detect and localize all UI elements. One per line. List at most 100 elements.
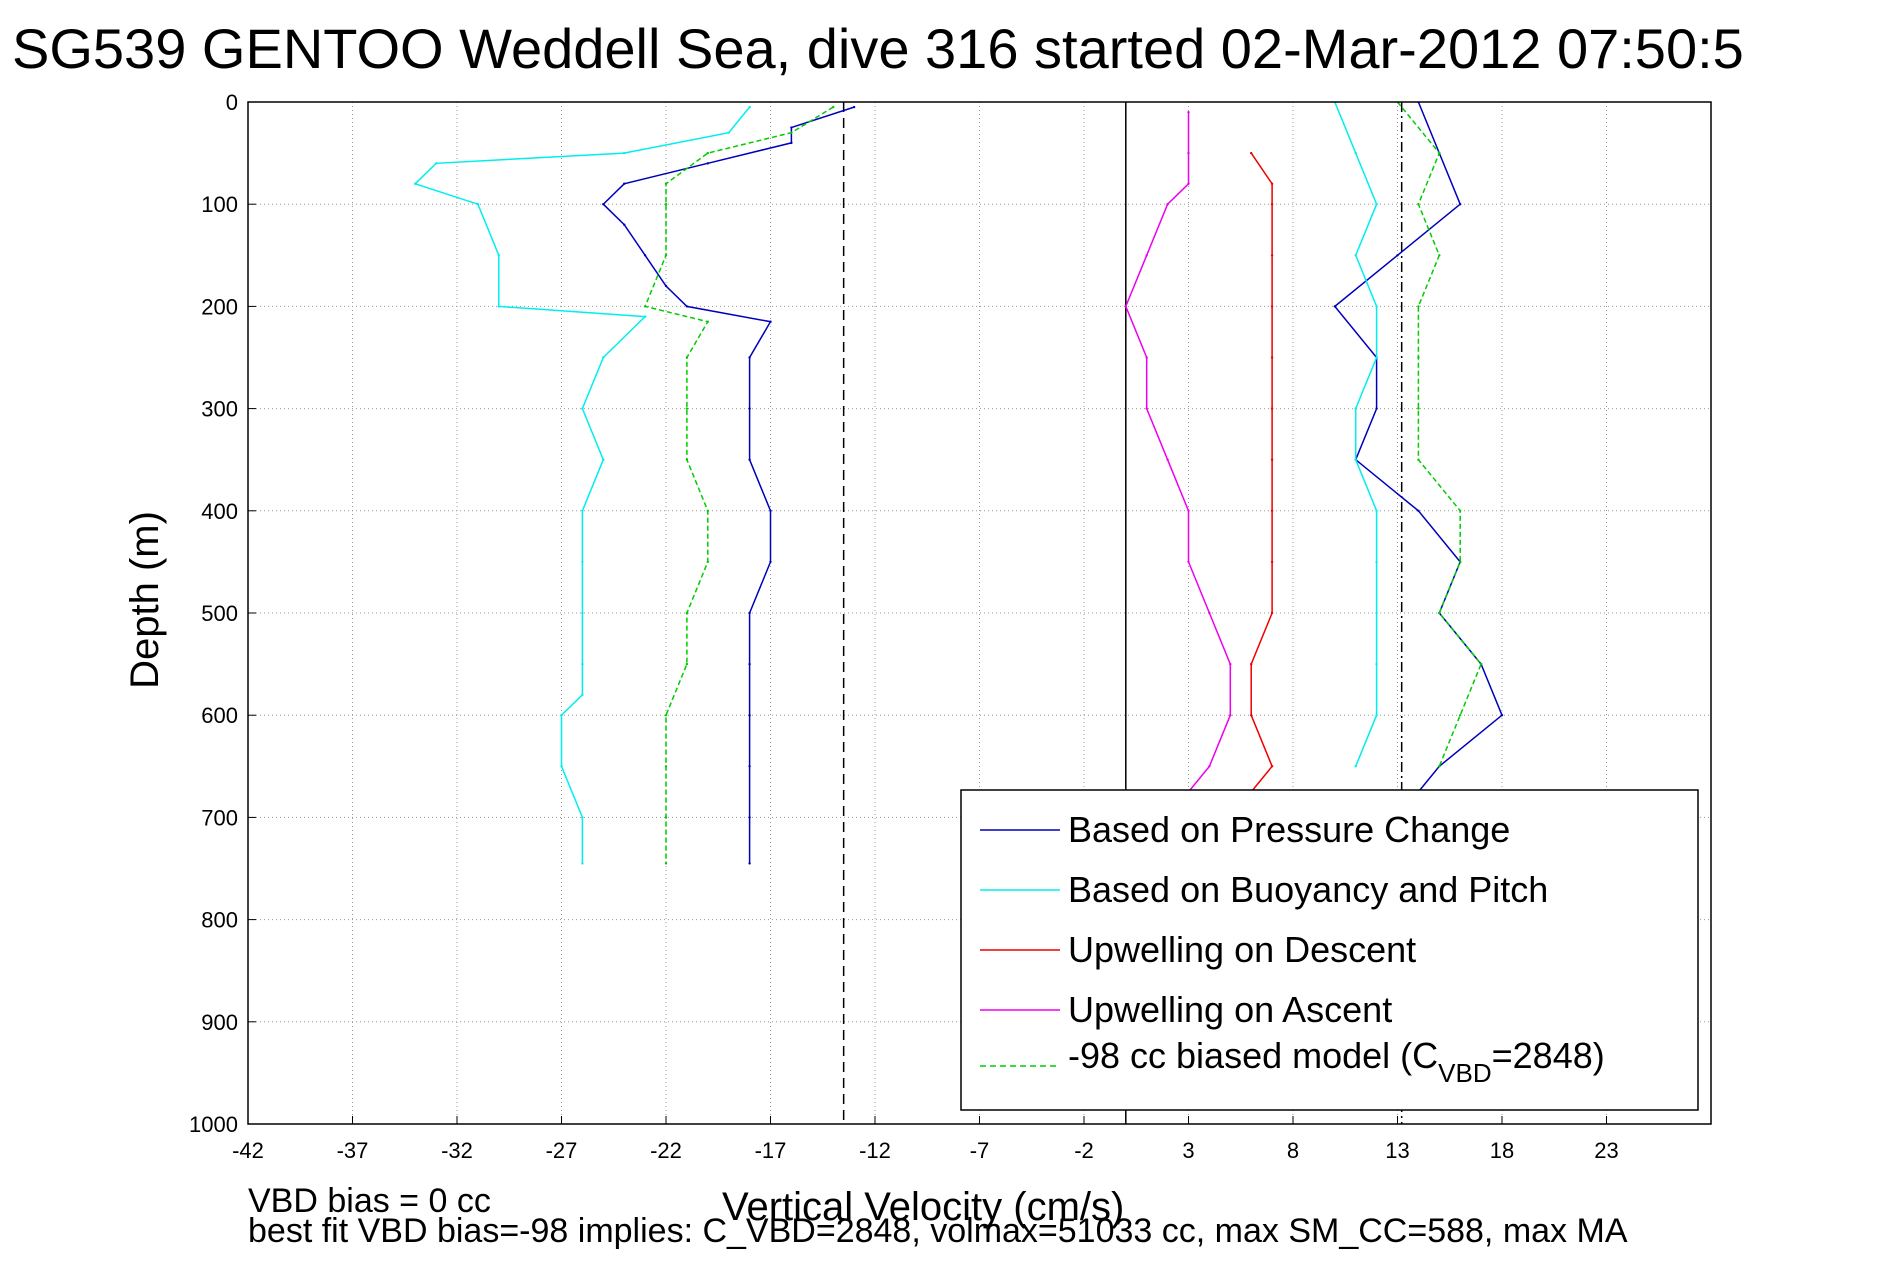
data-point [1270,254,1274,257]
data-point [1500,714,1504,717]
data-point [1270,765,1274,768]
legend-label: Based on Pressure Change [1068,809,1510,850]
x-tick-label: -2 [1074,1138,1094,1163]
data-point [1375,356,1378,359]
data-point [1354,765,1357,768]
data-point [1396,254,1399,257]
y-tick-label: 0 [226,90,238,115]
data-point [1417,203,1420,206]
data-point [1375,714,1378,717]
data-point [1270,305,1274,308]
data-point [748,105,751,109]
y-axis-ticks: 0 100 200 300 400 500 600 700 800 900 1000 [189,90,256,1137]
x-tick-label: -42 [232,1138,264,1163]
data-point [1354,254,1357,257]
data-point [685,662,689,666]
data-point [790,126,793,129]
data-point [1187,151,1190,155]
data-point [1333,305,1337,308]
data-point [748,407,751,410]
data-point [664,765,668,768]
data-point [832,105,835,109]
legend-model-subscript: VBD [1438,1058,1491,1088]
data-point [769,320,772,323]
data-point [602,356,605,359]
data-point [1375,509,1378,512]
x-tick-label: 23 [1594,1138,1618,1163]
data-point [1187,111,1190,114]
data-point [1270,611,1274,615]
series-line-4 [644,106,834,864]
x-tick-label: -22 [650,1138,682,1163]
legend-label: Based on Buoyancy and Pitch [1068,869,1548,910]
data-point [1459,714,1462,717]
data-point [790,131,793,134]
data-point [623,223,626,226]
y-tick-label: 800 [201,908,238,933]
x-tick-label: -37 [337,1138,369,1163]
data-point [769,560,772,564]
data-point [497,254,500,257]
data-point [623,182,626,185]
data-point [581,816,584,819]
x-axis-ticks: -42 -37 -32 -27 -22 -17 -12 -7 -2 3 8 13 18 23 [232,1116,1619,1163]
data-point [727,131,730,134]
y-tick-label: 200 [201,294,238,319]
chart-title: SG539 GENTOO Weddell Sea, dive 316 start… [12,17,1744,80]
data-point [748,862,751,865]
data-point [1375,560,1378,564]
data-point [581,509,584,512]
data-point [581,862,584,865]
data-point [1208,765,1211,768]
y-tick-label: 400 [201,499,238,524]
data-point [581,560,584,564]
data-point [1375,662,1378,666]
series-line-6 [1334,102,1378,767]
x-axis-label: Vertical Velocity (cm/s) [722,1185,1124,1229]
data-point [581,662,584,666]
data-point [1417,356,1420,359]
series-line-1 [413,106,751,864]
data-point [1166,203,1169,206]
x-tick-label: 13 [1385,1138,1409,1163]
y-tick-label: 100 [201,192,238,217]
legend-label: Upwelling on Ascent [1068,989,1392,1030]
data-point [1208,611,1211,615]
data-point [602,203,605,206]
data-point [664,816,668,819]
series-line-0 [602,106,855,864]
data-point [1438,254,1441,257]
data-point [1417,458,1420,461]
y-tick-label: 600 [201,703,238,728]
data-point [1229,662,1232,666]
data-point [1354,458,1357,461]
data-point [685,356,689,359]
data-point [602,458,605,461]
data-point [1354,151,1357,155]
series-layer [413,102,1504,865]
x-tick-label: -27 [546,1138,578,1163]
data-point [1479,662,1483,666]
footer-line-1: VBD bias = 0 cc [248,1182,491,1220]
x-tick-label: -7 [970,1138,990,1163]
data-point [1438,765,1441,768]
x-tick-label: 8 [1287,1138,1299,1163]
y-tick-label: 700 [201,805,238,830]
data-point [1124,305,1128,308]
data-point [790,141,793,145]
data-point [685,305,689,308]
data-point [664,182,668,185]
data-point [664,284,668,288]
data-point [1375,407,1378,410]
data-point [706,151,709,155]
data-point [643,305,647,308]
legend-label-model: -98 cc biased model (CVBD=2848) [1068,1035,1605,1088]
legend-model-prefix: -98 cc biased model (C [1068,1035,1438,1076]
data-point [1145,407,1148,410]
data-point [560,714,563,717]
data-point [748,816,751,819]
legend-label: Upwelling on Descent [1068,929,1416,970]
data-point [1270,182,1274,185]
data-point [414,182,417,185]
